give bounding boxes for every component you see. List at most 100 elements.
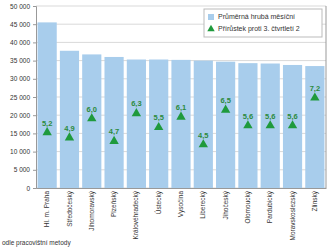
- y-tick-mark: [33, 97, 36, 98]
- x-tick: Ústecký: [154, 188, 163, 214]
- bar: [60, 51, 79, 188]
- y-tick-label: 50 000: [10, 3, 30, 10]
- x-tick: Liberecký: [199, 188, 207, 219]
- marker: [154, 122, 163, 130]
- x-tick-label: Královéhradecký: [132, 190, 140, 239]
- y-tick-label: 40 000: [10, 39, 30, 46]
- x-tick-label: Jihomoravský: [88, 190, 96, 230]
- x-tick-label: Liberecký: [199, 190, 207, 219]
- data-label: 4,7: [109, 127, 119, 136]
- y-tick: 40 000: [10, 39, 36, 46]
- data-label: 5,5: [153, 113, 163, 122]
- chart: 05 00010 00015 00020 00025 00030 00035 0…: [0, 0, 330, 248]
- marker: [176, 112, 185, 120]
- bar: [194, 61, 213, 188]
- data-label: 6,3: [131, 99, 141, 108]
- y2-axis-line: [326, 6, 327, 188]
- legend-swatch: [207, 25, 214, 31]
- data-label: 6,0: [87, 105, 97, 114]
- y-tick-mark: [33, 24, 36, 25]
- x-tick: Moravskoslezský: [289, 188, 297, 240]
- y-tick: 50 000: [10, 3, 36, 10]
- x-tick: Středočeský: [66, 188, 74, 227]
- x-tick-label: Hl. m. Praha: [43, 191, 50, 228]
- data-label: 6,1: [176, 103, 186, 112]
- y-tick: 15 000: [10, 130, 36, 137]
- marker: [109, 136, 118, 144]
- marker: [221, 105, 230, 113]
- bar: [261, 64, 280, 188]
- y-tick: 45 000: [10, 21, 36, 28]
- x-tick: Jihomoravský: [88, 188, 96, 231]
- x-tick-label: Středočeský: [66, 190, 74, 227]
- bar: [238, 63, 257, 188]
- marker: [199, 139, 208, 147]
- y-tick-mark: [33, 152, 36, 153]
- y-tick-label: 10 000: [10, 148, 30, 155]
- marker: [243, 120, 252, 128]
- marker: [65, 132, 74, 140]
- y-tick-label: 45 000: [10, 21, 30, 28]
- data-label: 5,6: [265, 112, 275, 121]
- y-tick-label: 0: [26, 185, 30, 192]
- y-tick-mark: [33, 133, 36, 134]
- y-tick-label: 20 000: [10, 112, 30, 119]
- y-tick: 30 000: [10, 75, 36, 82]
- y-tick-mark: [33, 6, 36, 7]
- y-tick-label: 5 000: [14, 166, 31, 173]
- data-label: 5,6: [287, 112, 297, 121]
- y-tick: 20 000: [10, 112, 36, 119]
- x-tick: Vysočina: [177, 188, 185, 217]
- marker: [87, 113, 96, 121]
- y-tick: 10 000: [10, 148, 36, 155]
- x-tick-label: Moravskoslezský: [289, 190, 297, 240]
- x-tick: Plzeňský: [110, 188, 118, 217]
- data-label: 4,9: [64, 124, 74, 133]
- y-tick-mark: [33, 79, 36, 80]
- data-label: 6,5: [220, 96, 230, 105]
- data-label: 4,5: [198, 131, 208, 140]
- data-label: 5,6: [243, 112, 253, 121]
- y-axis: 05 00010 00015 00020 00025 00030 00035 0…: [10, 3, 36, 192]
- bar: [104, 57, 123, 188]
- x-tick-label: Zlínský: [311, 190, 319, 211]
- x-tick-label: Pardubický: [266, 190, 274, 223]
- grid: [36, 6, 326, 188]
- bar: [38, 22, 57, 188]
- plot: 05 00010 00015 00020 00025 00030 00035 0…: [10, 3, 326, 241]
- bar: [305, 66, 324, 188]
- x-tick: Olomoucký: [244, 188, 252, 224]
- bar: [149, 60, 168, 188]
- x-tick-label: Olomoucký: [244, 190, 252, 223]
- y-tick-label: 35 000: [10, 57, 30, 64]
- y-tick: 0: [26, 185, 36, 192]
- x-tick: Královéhradecký: [132, 188, 140, 239]
- x-axis: Hl. m. Praha Středočeský Jihomoravský Plzeň…: [37, 188, 327, 240]
- marker: [310, 92, 319, 100]
- data-labels: 5,2 4,9 6,0 4,7 6,3 5,5 6,1 4,5 6,5 5,6 5,6 5,6 7,2: [42, 84, 320, 140]
- bar: [216, 62, 235, 188]
- marker: [42, 127, 51, 135]
- y-tick-label: 30 000: [10, 75, 30, 82]
- data-label: 5,2: [42, 119, 52, 128]
- x-tick-label: Plzeňský: [110, 190, 118, 217]
- data-label: 7,2: [310, 84, 320, 93]
- legend: Průměrná hrubá měsíčníPřírůstek proti 3.…: [204, 9, 322, 37]
- x-tick: Hl. m. Praha: [43, 188, 50, 227]
- marks: [38, 22, 325, 188]
- y-tick-mark: [33, 188, 36, 189]
- bar: [283, 65, 302, 188]
- note: odle pracovištní metody: [2, 239, 71, 247]
- legend-label: Průměrná hrubá měsíční: [218, 13, 295, 20]
- x-tick: Zlínský: [311, 188, 319, 212]
- y-axis-line: [33, 7, 37, 189]
- grid-line: [36, 6, 326, 7]
- legend-box: [204, 9, 322, 37]
- x-tick-label: Ústecký: [154, 190, 163, 214]
- x-tick: Jihočeský: [222, 188, 230, 220]
- legend-swatch: [208, 14, 214, 20]
- y-tick-label: 15 000: [10, 130, 30, 137]
- y-tick-mark: [33, 170, 36, 171]
- bar: [82, 54, 101, 188]
- bar: [171, 60, 190, 188]
